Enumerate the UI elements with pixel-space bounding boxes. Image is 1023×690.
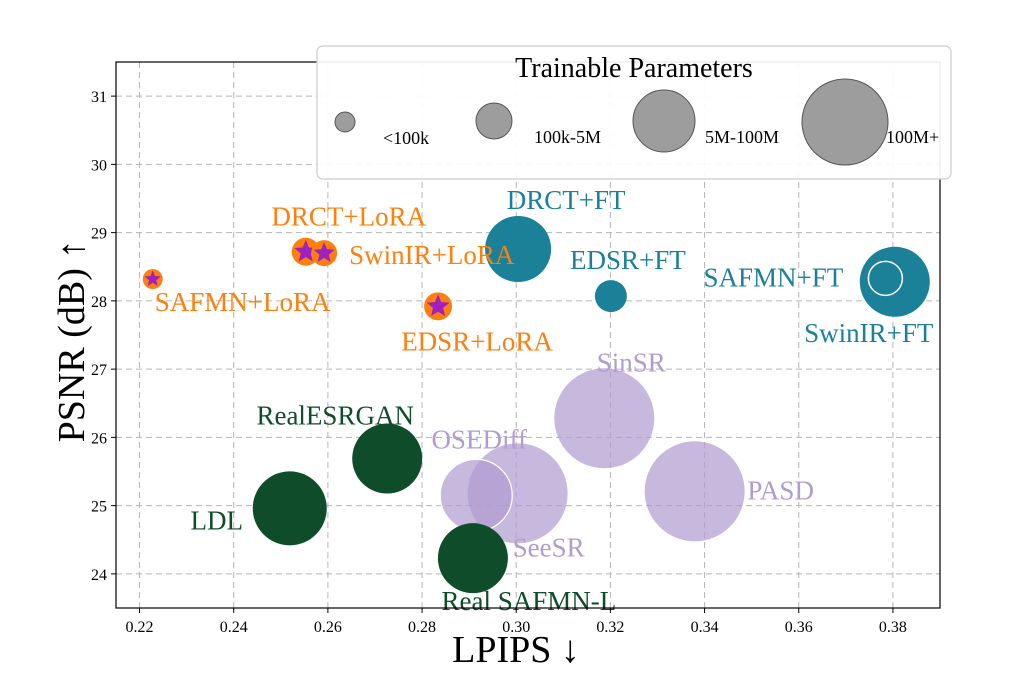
label-seesr: SeeSR — [513, 532, 585, 562]
star-marker-drct-lora — [294, 239, 318, 262]
y-tick-label: 29 — [91, 226, 107, 243]
y-tick-label: 25 — [91, 499, 107, 516]
y-tick-label: 24 — [91, 567, 107, 584]
bubble-pasd — [644, 441, 745, 542]
bubble-drct-ft — [485, 216, 552, 283]
y-tick-label: 26 — [91, 430, 107, 447]
label-drct-lora: DRCT+LoRA — [271, 202, 426, 232]
axis-ticks: 0.22 0.24 0.26 0.28 0.30 0.32 0.34 0.36 0.38 24 25… — [91, 89, 907, 636]
legend-label-xlarge: 100M+ — [886, 127, 939, 147]
label-real-safmn-l: Real SAFMN-L — [442, 586, 617, 616]
star-marker-swinir-lora — [313, 242, 335, 262]
label-swinir-ft: SwinIR+FT — [804, 318, 934, 348]
label-edsr-lora: EDSR+LoRA — [401, 326, 553, 356]
bubble-real-safmn-l — [437, 523, 508, 594]
y-tick-label: 31 — [91, 89, 107, 106]
bubble-edsr-ft — [594, 280, 627, 313]
bubble-osediff — [439, 458, 513, 532]
x-tick-label: 0.32 — [596, 619, 624, 636]
y-axis-label: PSNR (dB) ↑ — [51, 240, 93, 443]
bubble-swinir-ft — [859, 246, 930, 317]
x-tick-label: 0.36 — [785, 619, 813, 636]
y-tick-label: 27 — [91, 362, 107, 379]
data-bubbles — [142, 216, 930, 594]
legend-label-large: 5M-100M — [705, 127, 779, 147]
bubble-realesrgan — [352, 423, 423, 494]
x-tick-label: 0.24 — [220, 619, 248, 636]
star-marker-edsr-lora — [426, 294, 450, 316]
label-safmn-lora: SAFMN+LoRA — [155, 287, 331, 317]
label-sinsr: SinSR — [597, 347, 666, 377]
bubble-sinsr — [554, 368, 655, 469]
legend-title: Trainable Parameters — [515, 53, 753, 84]
x-tick-label: 0.26 — [314, 619, 342, 636]
legend: Trainable Parameters <100k 100k-5M 5M-10… — [316, 45, 952, 180]
x-tick-label: 0.30 — [502, 619, 530, 636]
bubble-safmn-ft — [867, 260, 904, 297]
label-safmn-ft: SAFMN+FT — [703, 262, 843, 292]
label-realesrgan: RealESRGAN — [256, 401, 414, 431]
x-tick-label: 0.28 — [408, 619, 436, 636]
legend-label-medium: 100k-5M — [534, 127, 601, 147]
x-tick-label: 0.38 — [879, 619, 907, 636]
label-swinir-lora: SwinIR+LoRA — [349, 240, 515, 270]
star-marker-safmn-lora — [144, 270, 161, 286]
point-labels: SinSR PASD SeeSR OSEDiff RealESRGAN LDL Real S… — [155, 185, 934, 616]
x-tick-label: 0.22 — [126, 619, 154, 636]
bubble-ldl — [252, 471, 327, 546]
x-tick-label: 0.34 — [691, 619, 719, 636]
label-drct-ft: DRCT+FT — [507, 185, 626, 215]
y-tick-label: 30 — [91, 157, 107, 174]
legend-bubble-large — [632, 89, 696, 153]
legend-bubble-xlarge — [801, 78, 889, 166]
label-edsr-ft: EDSR+FT — [570, 245, 686, 275]
label-ldl: LDL — [191, 505, 243, 535]
y-tick-label: 28 — [91, 294, 107, 311]
legend-label-small: <100k — [383, 128, 429, 148]
legend-bubble-medium — [475, 102, 513, 140]
x-axis-label: LPIPS ↓ — [452, 629, 580, 671]
legend-bubble-small — [334, 111, 356, 133]
label-pasd: PASD — [747, 475, 814, 505]
label-osediff: OSEDiff — [431, 424, 527, 454]
